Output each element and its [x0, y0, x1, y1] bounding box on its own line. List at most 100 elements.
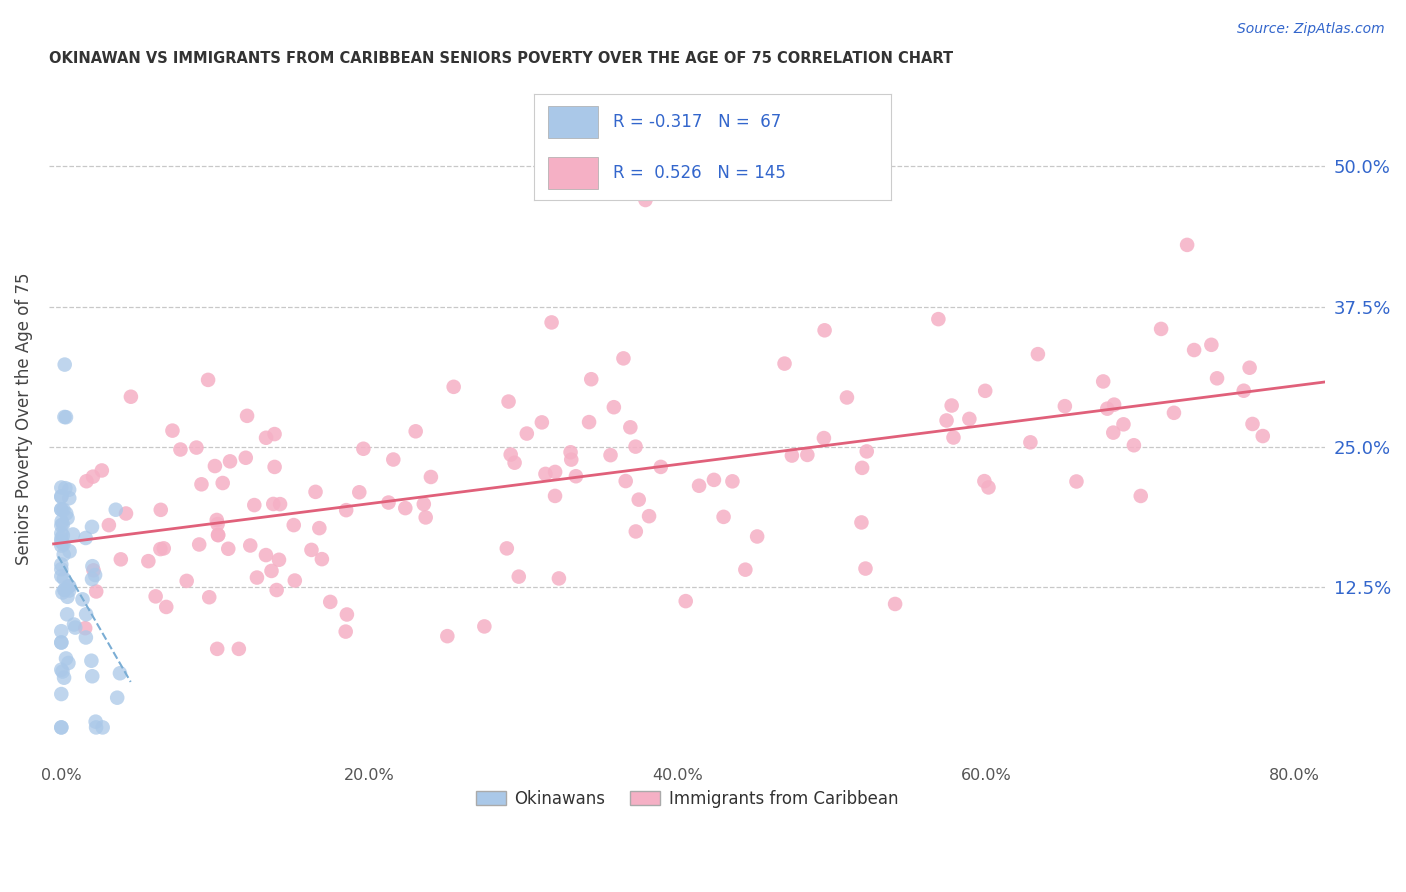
Point — [82, 669, 104, 683]
Point — [204, 458, 226, 473]
Point — [544, 465, 567, 479]
Point — [627, 492, 650, 507]
Point — [51, 518, 73, 533]
Point — [51, 562, 73, 576]
Point — [52, 517, 75, 532]
Point — [534, 467, 557, 481]
Point — [217, 541, 239, 556]
Point — [138, 554, 160, 568]
Point — [813, 323, 835, 337]
Point — [624, 524, 647, 539]
Point — [942, 431, 965, 445]
Point — [267, 553, 290, 567]
Point — [75, 607, 97, 622]
Point — [53, 409, 76, 424]
Point — [149, 503, 172, 517]
Point — [207, 528, 229, 542]
Point — [304, 484, 326, 499]
Point — [266, 582, 288, 597]
Point — [90, 463, 112, 477]
Point — [1097, 401, 1119, 416]
Point — [84, 584, 107, 599]
Point — [1102, 425, 1125, 440]
Point — [544, 489, 567, 503]
Point — [56, 590, 79, 604]
Point — [540, 315, 562, 329]
Point — [1163, 406, 1185, 420]
Point — [51, 569, 73, 583]
Point — [335, 624, 357, 639]
Point — [91, 720, 114, 734]
Point — [53, 582, 76, 597]
Point — [145, 590, 167, 604]
Point — [58, 579, 80, 593]
Point — [51, 665, 73, 679]
Point — [105, 690, 128, 705]
Point — [855, 561, 877, 575]
Point — [614, 474, 637, 488]
Point — [377, 495, 399, 509]
Point — [110, 552, 132, 566]
Point — [53, 582, 76, 597]
Point — [51, 532, 73, 546]
Point — [155, 599, 177, 614]
Point — [1026, 347, 1049, 361]
Point — [51, 720, 73, 734]
Point — [51, 635, 73, 649]
Point — [82, 469, 104, 483]
Point — [443, 380, 465, 394]
Point — [149, 542, 172, 557]
Point — [51, 624, 73, 639]
Point — [108, 666, 131, 681]
Point — [599, 448, 621, 462]
Point — [162, 424, 184, 438]
Point — [1129, 489, 1152, 503]
Point — [52, 502, 75, 516]
Text: Source: ZipAtlas.com: Source: ZipAtlas.com — [1237, 22, 1385, 37]
Point — [352, 442, 374, 456]
Point — [52, 548, 75, 562]
Point — [301, 542, 323, 557]
Point — [1102, 398, 1125, 412]
Point — [75, 531, 97, 545]
Point — [235, 450, 257, 465]
Point — [52, 572, 75, 586]
Point — [436, 629, 458, 643]
Point — [1066, 475, 1088, 489]
Point — [813, 431, 835, 445]
Text: OKINAWAN VS IMMIGRANTS FROM CARIBBEAN SENIORS POVERTY OVER THE AGE OF 75 CORRELA: OKINAWAN VS IMMIGRANTS FROM CARIBBEAN SE… — [49, 51, 953, 66]
Point — [619, 420, 641, 434]
Point — [97, 518, 120, 533]
Point — [169, 442, 191, 457]
Point — [734, 563, 756, 577]
Point — [84, 714, 107, 729]
Point — [603, 401, 626, 415]
Point — [1233, 384, 1256, 398]
Point — [51, 502, 73, 516]
Point — [243, 498, 266, 512]
Point — [58, 656, 80, 670]
Point — [52, 537, 75, 551]
Point — [713, 509, 735, 524]
Point — [51, 720, 73, 734]
Point — [336, 607, 359, 622]
Point — [51, 490, 73, 504]
Point — [851, 461, 873, 475]
Point — [51, 585, 73, 599]
Point — [104, 502, 127, 516]
Point — [415, 510, 437, 524]
Point — [516, 426, 538, 441]
Point — [927, 312, 949, 326]
Point — [197, 373, 219, 387]
Point — [205, 641, 228, 656]
Legend: Okinawans, Immigrants from Caribbean: Okinawans, Immigrants from Caribbean — [470, 783, 905, 814]
Point — [565, 469, 588, 483]
Point — [957, 412, 980, 426]
Point — [80, 572, 103, 586]
Point — [80, 654, 103, 668]
Point — [51, 514, 73, 528]
Point — [58, 483, 80, 497]
Point — [419, 470, 441, 484]
Point — [263, 459, 285, 474]
Point — [263, 427, 285, 442]
